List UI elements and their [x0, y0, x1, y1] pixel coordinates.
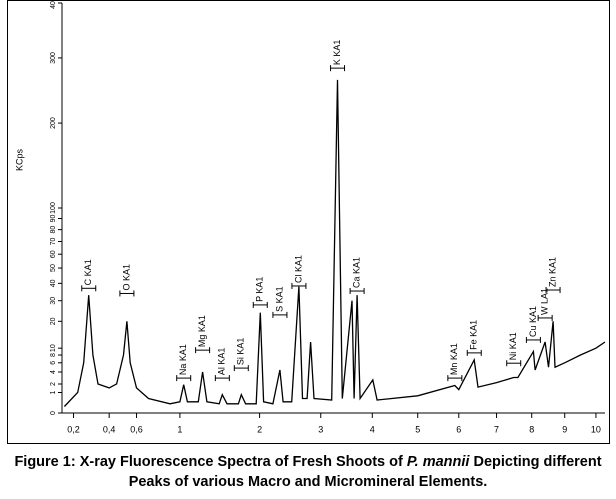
- y-tick-label: 0: [50, 411, 57, 415]
- caption-text: Figure 1: X-ray Fluorescence Spectra of …: [14, 454, 407, 470]
- y-tick-label: 50: [50, 264, 57, 272]
- annotation-label: Cl KA1: [293, 255, 303, 283]
- x-tick-label: 0,6: [130, 424, 143, 434]
- y-tick-label: 40: [50, 279, 57, 287]
- y-tick-label: 100: [50, 202, 57, 214]
- figure-caption: Figure 1: X-ray Fluorescence Spectra of …: [8, 452, 608, 492]
- x-tick-label: 6: [456, 424, 461, 434]
- caption-text: Depicting different Peaks of various Mac…: [128, 454, 602, 490]
- annotation-label: Ca KA1: [351, 257, 361, 288]
- y-tick-label: 8: [50, 353, 57, 357]
- annotation-label: Mg KA1: [197, 315, 207, 347]
- y-axis-label: KCps: [14, 149, 24, 172]
- y-tick-label: 1: [50, 390, 57, 394]
- y-tick-label: 2: [50, 382, 57, 386]
- annotation-label: Fe KA1: [469, 320, 479, 350]
- x-tick-label: 1: [177, 424, 182, 434]
- x-tick-label: 0,4: [103, 424, 116, 434]
- x-tick-label: 5: [415, 424, 420, 434]
- x-tick-label: 10: [591, 424, 601, 434]
- annotation-label: Mn KA1: [449, 343, 459, 375]
- y-tick-label: 10: [50, 344, 57, 352]
- annotation-label: C KA1: [83, 259, 93, 285]
- x-tick-label: 0,2: [67, 424, 80, 434]
- annotation-label: Al KA1: [217, 348, 227, 376]
- annotation-label: O KA1: [121, 264, 131, 291]
- chart: KCps 01246810203040506070809010020030040…: [7, 0, 610, 444]
- y-tick-label: 200: [50, 117, 57, 129]
- annotation-label: W LA1: [540, 288, 550, 315]
- frame: [7, 0, 610, 444]
- x-tick-label: 9: [562, 424, 567, 434]
- x-tick-label: 4: [370, 424, 375, 434]
- annotation-label: Ni KA1: [508, 332, 518, 360]
- x-tick-label: 7: [494, 424, 499, 434]
- y-tick-label: 70: [50, 237, 57, 245]
- y-tick-label: 300: [50, 52, 57, 64]
- annotation-label: Si KA1: [236, 338, 246, 366]
- annotation-label: S KA1: [274, 286, 284, 312]
- annotation-label: Cu KA1: [528, 306, 538, 337]
- y-tick-label: 90: [50, 215, 57, 223]
- y-tick-label: 20: [50, 317, 57, 325]
- y-tick-label: 4: [50, 370, 57, 374]
- annotation-label: K KA1: [332, 40, 342, 66]
- y-tick-label: 30: [50, 297, 57, 305]
- spectrum-line: [63, 79, 606, 407]
- y-tick-label: 60: [50, 250, 57, 258]
- annotation-label: Zn KA1: [547, 257, 557, 287]
- x-tick-label: 2: [257, 424, 262, 434]
- y-tick-label: 6: [50, 361, 57, 365]
- x-tick-label: 8: [529, 424, 534, 434]
- annotation-label: Na KA1: [178, 344, 188, 375]
- y-tick-label: 80: [50, 226, 57, 234]
- caption-species: P. mannii: [406, 454, 470, 470]
- y-tick-label: 400: [50, 0, 57, 9]
- x-tick-label: 3: [318, 424, 323, 434]
- annotation-label: P KA1: [255, 277, 265, 302]
